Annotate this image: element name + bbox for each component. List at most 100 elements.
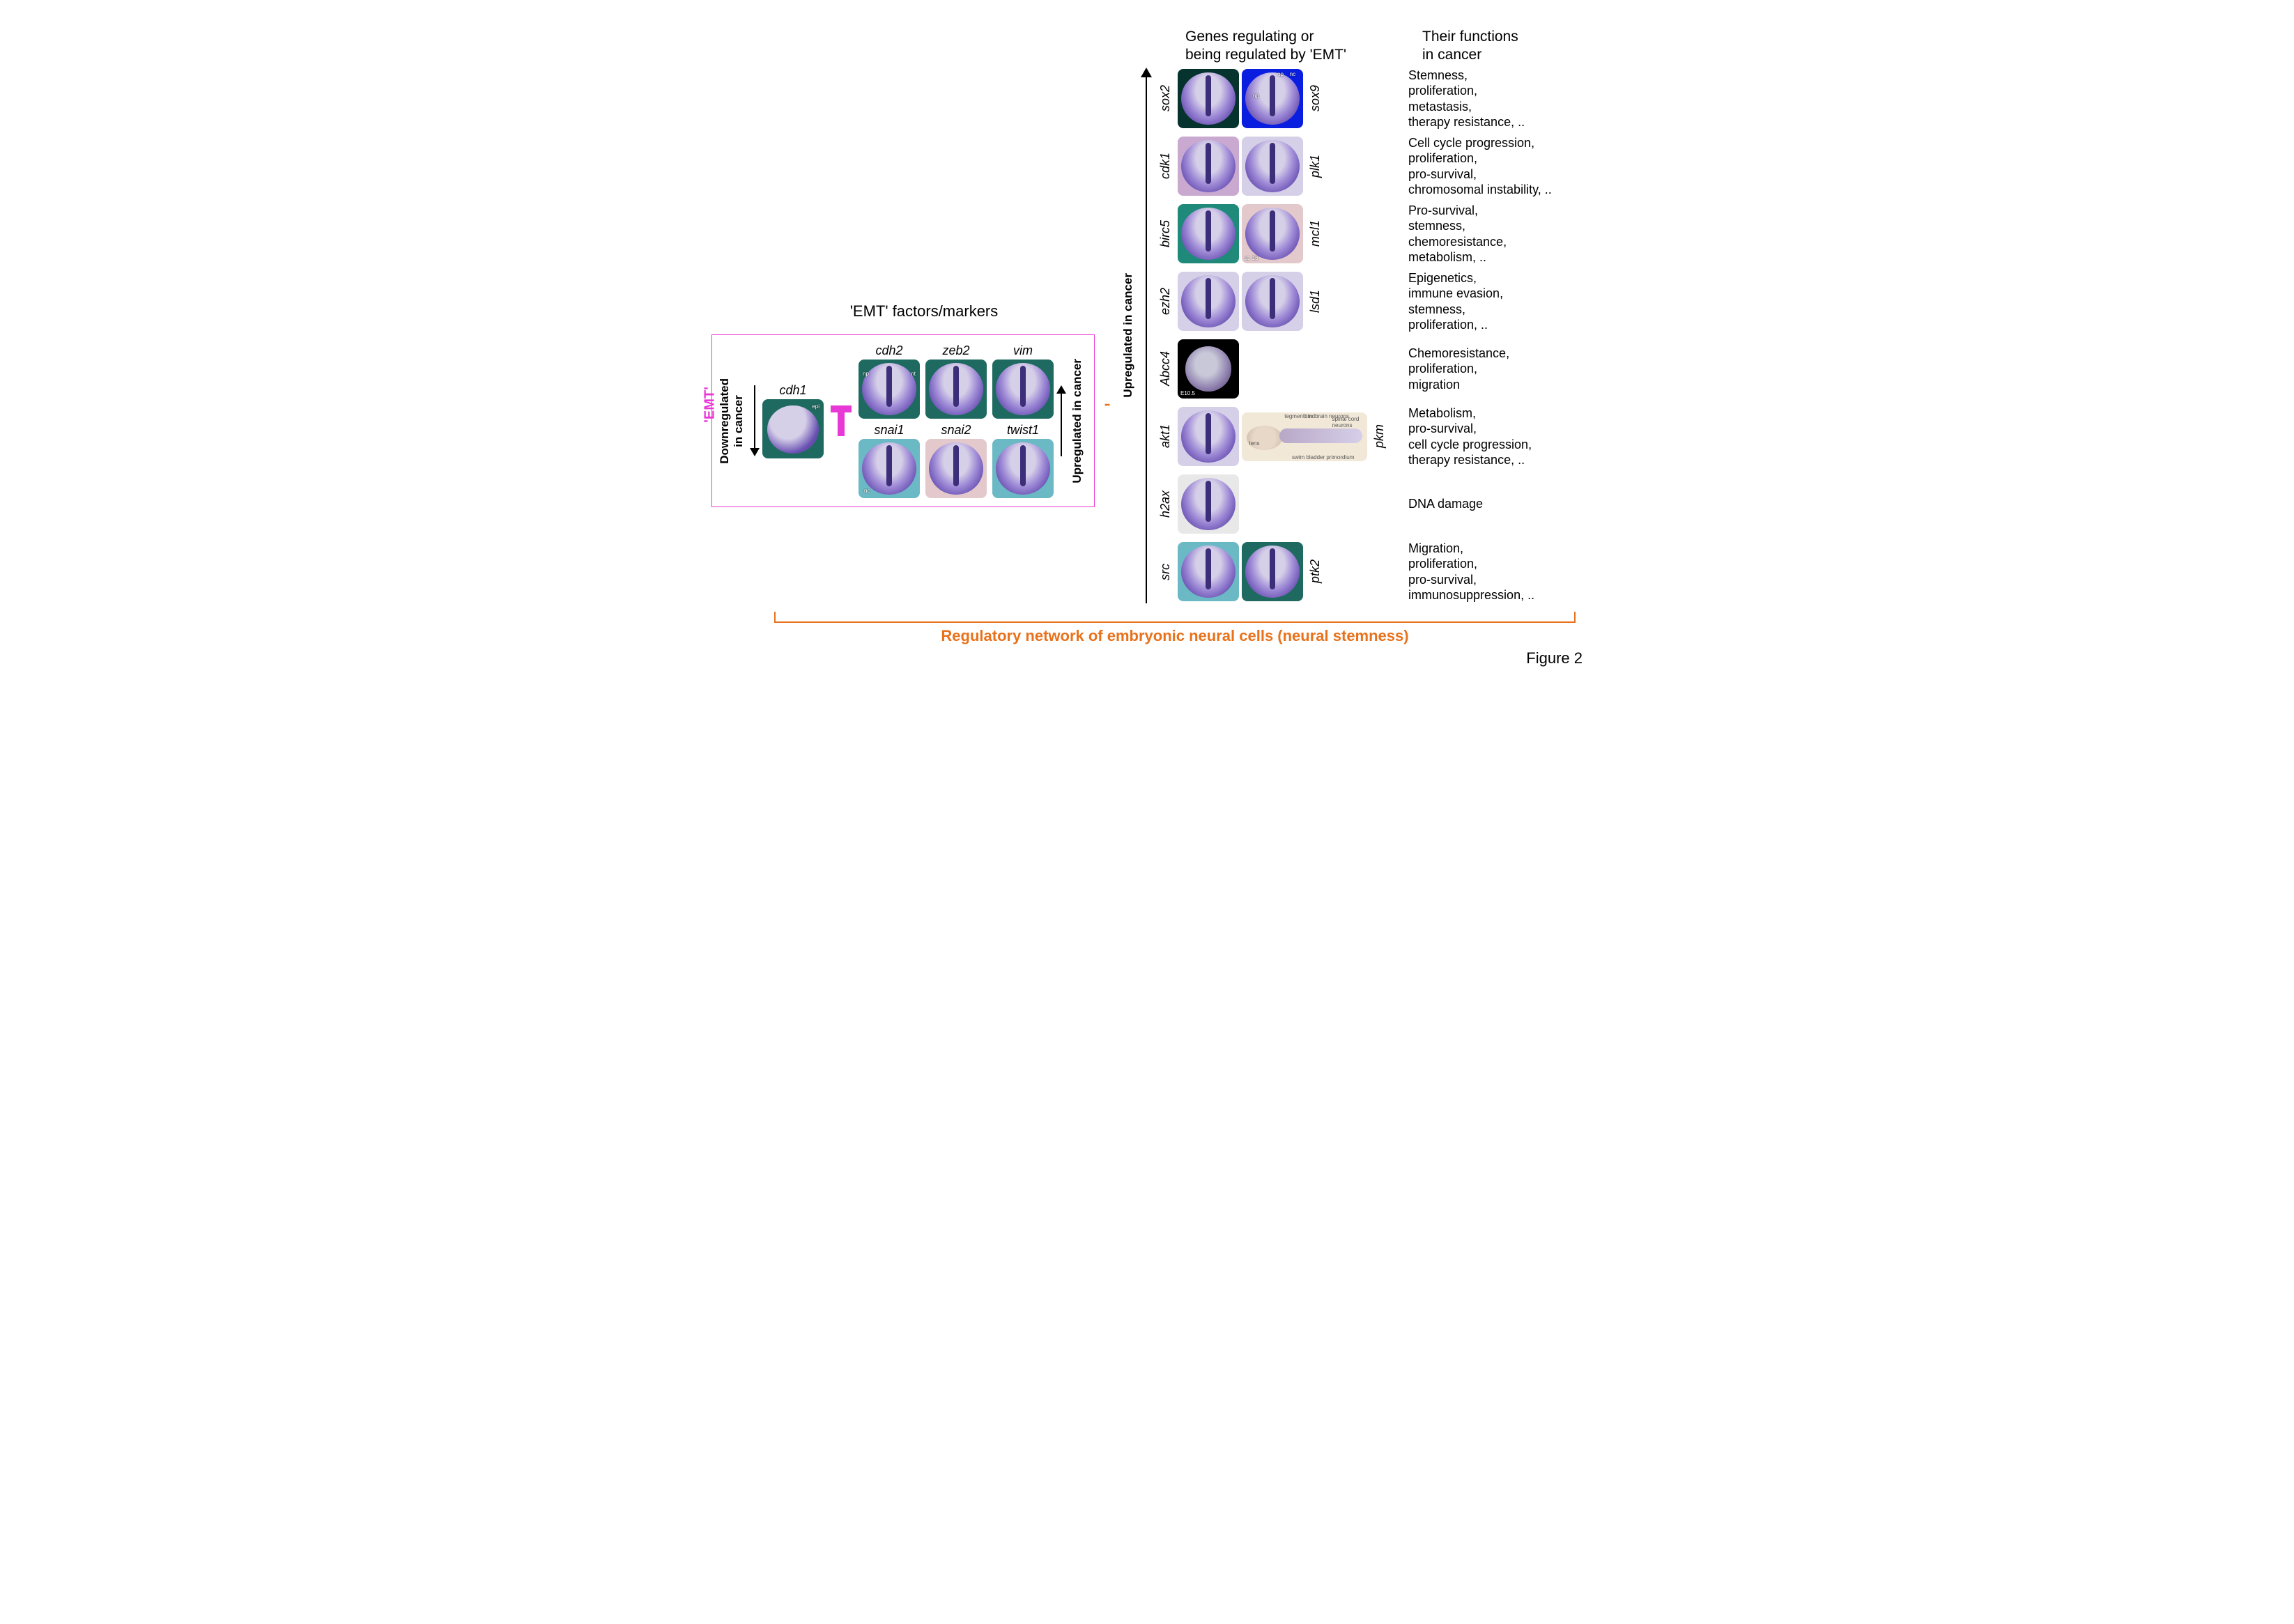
anno: nc [1290, 71, 1295, 77]
emt-section-title: 'EMT' factors/markers [753, 302, 1095, 320]
function-text: Cell cycle progression, proliferation, p… [1408, 135, 1583, 198]
gene-label: Abcc4 [1156, 351, 1175, 386]
gene-row: cdk1 plk1 [1156, 135, 1389, 198]
gene-row: akt1 tegmentumlenshindbrain neuronsspina… [1156, 405, 1389, 468]
embryo-cdh1: epi [762, 399, 824, 458]
embryo-image [1242, 137, 1303, 196]
gene-label: pkm [1370, 424, 1389, 448]
function-text: Epigenetics, immune evasion, stemness, p… [1408, 270, 1583, 333]
function-text: Pro-survival, stemness, chemoresistance,… [1408, 203, 1583, 265]
gene-label: h2ax [1156, 490, 1175, 518]
emt-grid-cell: snai2 [925, 423, 987, 498]
anno: np [1253, 93, 1259, 99]
emt-grid-cell: cdh2 np nt [859, 343, 920, 419]
gene-row: h2ax [1156, 473, 1389, 536]
embryo-image [1178, 137, 1239, 196]
big-up-arrow-icon [1141, 68, 1152, 603]
function-text: Migration, proliferation, pro-survival, … [1408, 541, 1583, 603]
embryo-image: np nt [859, 359, 920, 419]
header-genes: Genes regulating or being regulated by '… [1185, 28, 1367, 65]
gene-label: akt1 [1156, 424, 1175, 448]
figure-2: Genes regulating or being regulated by '… [711, 28, 1583, 667]
function-text: Stemness, proliferation, metastasis, the… [1408, 68, 1583, 130]
bottom-bracket: Regulatory network of embryonic neural c… [767, 612, 1583, 645]
embryo-image [925, 359, 987, 419]
gene-label: birc5 [1156, 220, 1175, 247]
anno-fish: spinal cord neurons [1332, 416, 1367, 428]
down-arrow-icon [750, 385, 760, 456]
gene-label-cdh1: cdh1 [779, 383, 806, 398]
gene-label: cdk1 [1156, 153, 1175, 179]
gene-label: sox2 [1156, 85, 1175, 111]
embryo-image [1178, 69, 1239, 128]
gene-row: ezh2 lsd1 [1156, 270, 1389, 333]
gene-label: zeb2 [942, 343, 969, 358]
embryo-image [1178, 407, 1239, 466]
gene-label: snai1 [874, 423, 904, 438]
embryo-image [1178, 542, 1239, 601]
emt-grid-cell: vim [992, 343, 1054, 419]
right-headers: Genes regulating or being regulated by '… [742, 28, 1569, 65]
embryo-image [1242, 542, 1303, 601]
gene-label: ptk2 [1306, 559, 1325, 583]
embryo-image: st. 16 [1242, 204, 1303, 263]
gene-row: src ptk2 [1156, 541, 1389, 603]
gene-label: cdh2 [875, 343, 902, 358]
emt-grid-cell: snai1 nc [859, 423, 920, 498]
double-arrow-icon [1104, 391, 1110, 419]
emt-section: 'EMT' factors/markers 'EMT' Downregulate… [711, 302, 1095, 507]
gene-row: Abcc4 E10.5 [1156, 338, 1389, 401]
cdh1-panel: cdh1 epi [762, 383, 824, 458]
bracket-label: Regulatory network of embryonic neural c… [767, 627, 1583, 645]
upregulated-label-emt: Upregulated in cancer [1069, 359, 1086, 484]
embryo-image: E10.5 [1178, 339, 1239, 399]
emt-grid: cdh2 np nt zeb2 vim snai1 nc snai2 twist1 [859, 343, 1054, 498]
figure-label: Figure 2 [711, 649, 1583, 667]
function-text: DNA damage [1408, 473, 1583, 536]
anno: nt [911, 371, 916, 377]
gene-row: sox2 opnc np sox9 [1156, 68, 1389, 130]
gene-label: vim [1013, 343, 1033, 358]
gene-label: lsd1 [1306, 290, 1325, 313]
embryo-image [1242, 272, 1303, 331]
embryo-image [925, 439, 987, 498]
downregulated-label: Downregulated in cancer [716, 378, 747, 464]
up-arrow-icon-emt [1056, 385, 1066, 456]
panel-note: st. 16 [1245, 255, 1258, 261]
embryo-image: tegmentumlenshindbrain neuronsspinal cor… [1242, 412, 1367, 461]
anno-fish: swim bladder primordium [1292, 454, 1354, 461]
gene-panels-column: sox2 opnc np sox9 cdk1 plk1 birc5 st. 16 mcl1… [1156, 68, 1389, 603]
gene-row: birc5 st. 16 mcl1 [1156, 203, 1389, 265]
embryo-image: nc [859, 439, 920, 498]
emt-box: Downregulated in cancer cdh1 epi [711, 334, 1095, 507]
gene-label: ezh2 [1156, 288, 1175, 315]
gene-label: plk1 [1306, 155, 1325, 178]
gene-label: snai2 [941, 423, 971, 438]
anno: nc [864, 488, 870, 494]
header-funcs: Their functions in cancer [1422, 28, 1569, 65]
anno: op [1277, 71, 1284, 77]
function-text: Chemoresistance, proliferation, migratio… [1408, 338, 1583, 401]
upregulated-label-right: Upregulated in cancer [1120, 273, 1137, 398]
embryo-image [992, 359, 1054, 419]
gene-label: sox9 [1306, 85, 1325, 111]
main-row: 'EMT' factors/markers 'EMT' Downregulate… [711, 68, 1583, 603]
genes-section: Upregulated in cancer sox2 opnc np sox9 cdk… [1120, 68, 1583, 603]
inhibition-icon [831, 405, 852, 436]
anno: np [863, 371, 869, 377]
gene-label: src [1156, 564, 1175, 580]
anno-fish: lens [1249, 440, 1260, 447]
panel-note: E10.5 [1180, 390, 1195, 396]
functions-column: Stemness, proliferation, metastasis, the… [1408, 68, 1583, 603]
embryo-image [1178, 474, 1239, 534]
anno-epi: epi [812, 403, 819, 410]
gene-label: twist1 [1007, 423, 1039, 438]
embryo-image: opnc np [1242, 69, 1303, 128]
function-text: Metabolism, pro-survival, cell cycle pro… [1408, 405, 1583, 468]
bracket-line [774, 612, 1576, 623]
emt-grid-cell: zeb2 [925, 343, 987, 419]
embryo-image [1178, 272, 1239, 331]
emt-grid-cell: twist1 [992, 423, 1054, 498]
embryo-image [1178, 204, 1239, 263]
gene-label: mcl1 [1306, 220, 1325, 247]
